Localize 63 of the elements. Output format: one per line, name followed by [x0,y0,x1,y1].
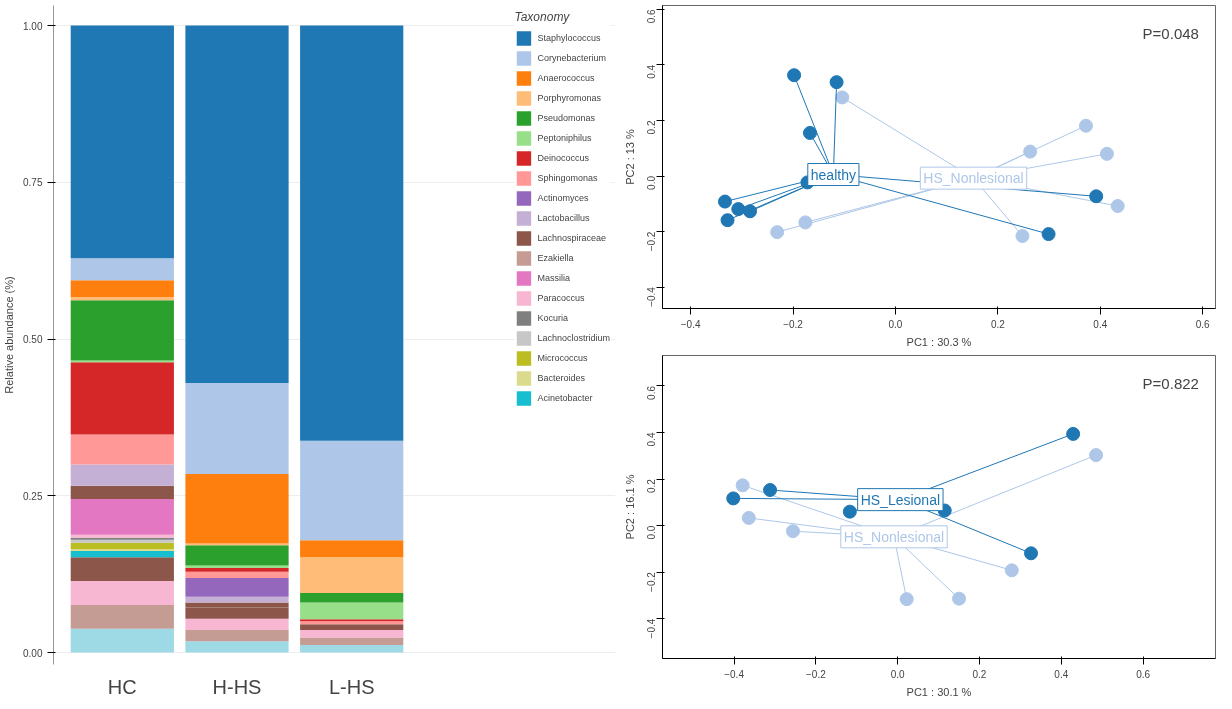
y-tick-label: 0.2 [646,478,658,493]
x-tick-label: L-HS [328,675,375,698]
x-axis-title: PC1 : 30.3 % [906,335,972,348]
text: HS_Nonlesional [843,528,945,545]
legend-label: Acinetobacter [537,392,593,405]
legend-label: Deinococcus [537,152,589,165]
legend-title: Taxonomy [514,10,571,24]
x-tick-label: 0.4 [1054,668,1069,680]
x-tick-label: 0.2 [972,668,987,680]
legend-label: Pseudomonas [537,112,595,125]
legend-label: Corynebacterium [537,52,606,65]
x-tick-label: 0.6 [1136,668,1151,680]
y-axis-title: PC2 : 16.1 % [623,474,636,540]
y-tick-label: −0.2 [646,571,658,592]
legend-label: Porphyromonas [537,92,601,105]
y-tick-label: −0.4 [646,618,658,639]
y-tick-label: −0.2 [646,231,658,252]
x-axis-title: PC1 : 30.1 % [906,685,972,698]
y-tick-label: 0.0 [646,525,658,540]
legend-label: Kocuria [537,312,568,325]
annotation: P=0.822 [1142,374,1199,392]
x-tick-label: −0.2 [806,668,827,680]
x-tick-label: H-HS [212,675,262,698]
x-tick-label: 0.0 [888,318,903,330]
legend-label: Anaerococcus [537,72,595,85]
legend-label: Ezakiella [537,252,574,265]
x-tick-label: −0.4 [680,318,701,330]
y-tick-label: 0.25 [23,490,43,502]
y-tick-label: 0.00 [23,647,43,659]
x-tick-label: HC [107,675,137,698]
x-tick-label: 0.6 [1195,318,1211,330]
legend-label: Peptoniphilus [537,132,592,145]
legend-label: Actinomyces [537,192,589,205]
x-tick-label: 0.4 [1093,318,1108,330]
series-label: healthy [810,166,856,183]
legend-label: Staphylococcus [537,32,601,45]
legend-label: Paracoccus [537,292,585,305]
x-tick-label: −0.4 [724,668,745,680]
series-label: HS_Nonlesional [923,170,1024,187]
legend-label: Micrococcus [537,352,588,365]
y-tick-label: 0.4 [646,432,658,447]
y-tick-label: 0.6 [646,8,658,24]
x-tick-label: −0.2 [783,318,804,330]
legend-label: Lachnoclostridium [537,332,610,345]
y-axis-title: Relative abundance (%) [3,276,16,394]
annotation: P=0.048 [1142,24,1199,42]
x-tick-label: 0.2 [990,318,1006,330]
y-tick-label: 0.6 [646,385,658,400]
series-label: HS_Lesional [860,491,941,508]
y-tick-label: −0.4 [646,286,658,307]
y-axis-title: PC2 : 13 % [623,128,636,185]
legend-label: Sphingomonas [537,172,598,185]
legend-label: Massilia [537,272,570,285]
y-tick-label: 0.4 [646,64,658,79]
y-tick-label: 0.50 [23,334,43,346]
legend-label: Lachnospiraceae [537,232,607,245]
y-tick-label: 1.00 [23,20,43,32]
y-tick-label: 0.0 [646,175,658,190]
x-tick-label: 0.0 [890,668,906,680]
legend-label: Bacteroides [537,372,585,385]
legend-label: Lactobacillus [537,212,590,225]
y-tick-label: 0.75 [23,177,43,189]
y-tick-label: 0.2 [646,120,658,135]
